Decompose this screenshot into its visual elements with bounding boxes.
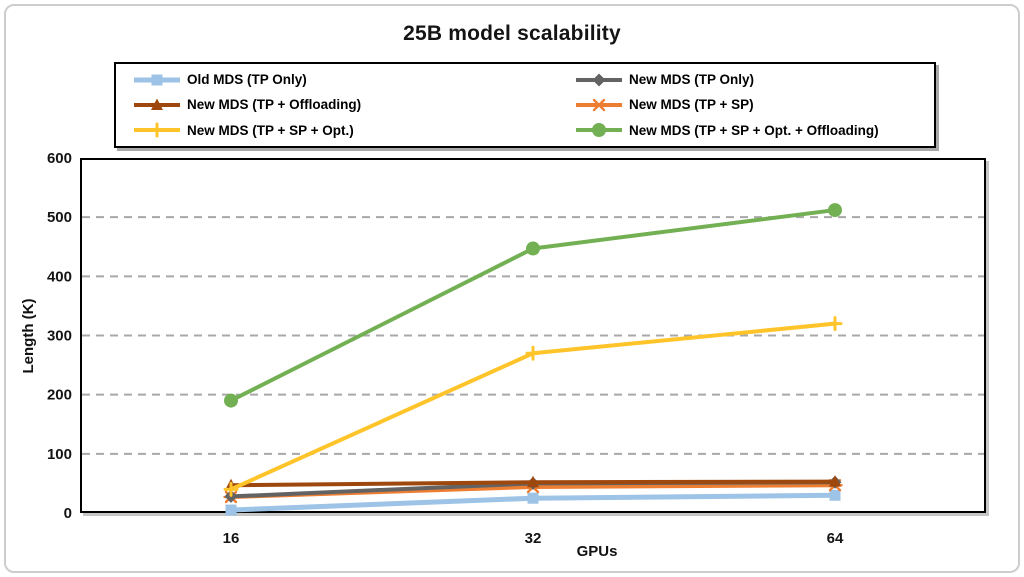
plus-marker-icon [149, 122, 165, 138]
legend-square-icon [134, 74, 180, 86]
square-marker-icon [829, 489, 841, 501]
legend-triangle-icon [134, 98, 180, 110]
y-tick-label: 400 [47, 268, 72, 285]
legend-item: New MDS (TP + SP) [574, 92, 934, 117]
triangle-marker-icon [527, 475, 539, 488]
legend-label: Old MDS (TP Only) [187, 72, 307, 88]
chart-title: 25B model scalability [403, 22, 621, 45]
legend-diamond-icon [576, 73, 622, 87]
square-marker-icon [527, 492, 539, 504]
legend-plus-icon [134, 122, 180, 138]
plus-marker-icon [525, 345, 541, 361]
triangle-marker-icon [829, 475, 841, 487]
y-axis-title: Length (K) [20, 298, 37, 374]
x-tick-label: 32 [525, 530, 542, 547]
legend-label: New MDS (TP Only) [629, 72, 755, 88]
square-marker-icon [225, 504, 237, 516]
y-tick-label: 0 [64, 505, 72, 522]
square-marker-icon [151, 74, 163, 86]
legend-item: Old MDS (TP Only) [132, 67, 574, 92]
plus-marker-icon [827, 316, 843, 332]
legend-label: New MDS (TP + Offloading) [187, 97, 362, 113]
y-tick-label: 300 [47, 328, 72, 345]
y-tick-label: 500 [47, 209, 72, 226]
legend-circle-icon [576, 123, 622, 138]
chart-legend: Old MDS (TP Only) New MDS (TP Only) New MD… [114, 62, 936, 148]
circle-marker-icon [592, 123, 606, 138]
legend-item: New MDS (TP + SP + Opt. + Offloading) [574, 118, 934, 143]
x-tick-label: 16 [223, 530, 240, 547]
legend-item: New MDS (TP + Offloading) [132, 92, 574, 117]
legend-item: New MDS (TP + SP + Opt.) [132, 118, 574, 143]
triangle-marker-icon [151, 98, 163, 110]
legend-label: New MDS (TP + SP) [629, 97, 754, 113]
x-tick-label: 64 [827, 530, 844, 547]
circle-marker-icon [526, 241, 540, 256]
star-marker-icon [591, 98, 607, 112]
circle-marker-icon [828, 203, 842, 218]
legend-label: New MDS (TP + SP + Opt. + Offloading) [629, 122, 879, 138]
diamond-marker-icon [592, 73, 606, 87]
x-axis-title: GPUs [576, 543, 618, 560]
series-line [229, 208, 837, 403]
legend-label: New MDS (TP + SP + Opt.) [187, 122, 354, 138]
y-tick-label: 100 [47, 446, 72, 463]
circle-marker-icon [224, 393, 238, 408]
y-tick-label: 600 [47, 150, 72, 167]
legend-star-icon [576, 98, 622, 112]
y-tick-label: 200 [47, 387, 72, 404]
plus-marker-icon [223, 481, 239, 497]
legend-item: New MDS (TP Only) [574, 67, 934, 92]
